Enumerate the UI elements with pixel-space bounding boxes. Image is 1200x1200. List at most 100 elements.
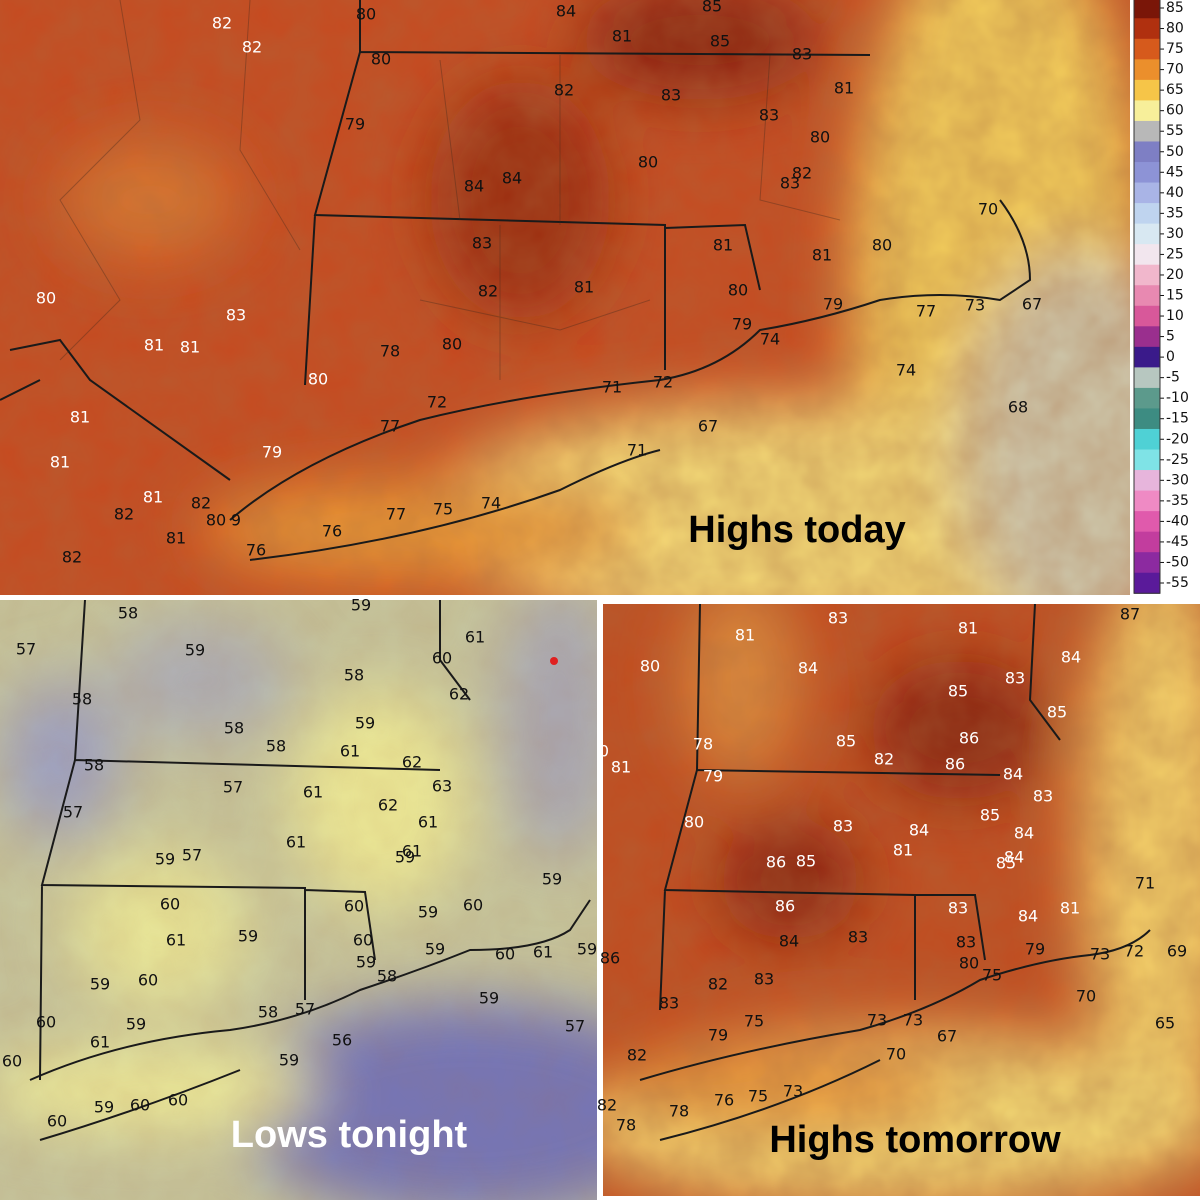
temperature-label: 83 — [661, 86, 681, 105]
temperature-label: 61 — [402, 842, 422, 861]
temperature-label: 82 — [792, 164, 812, 183]
colorbar-segment — [1134, 511, 1160, 533]
temperature-label: 85 — [836, 732, 856, 751]
temperature-label: 84 — [502, 169, 522, 188]
temperature-label: 62 — [378, 796, 398, 815]
temperature-label: 82 — [242, 38, 262, 57]
panel-title: Highs today — [688, 509, 905, 551]
colorbar-tick-label: -25 — [1166, 452, 1189, 468]
colorbar-segment — [1134, 141, 1160, 163]
temperature-label: 67 — [937, 1027, 957, 1046]
temperature-label: 73 — [783, 1082, 803, 1101]
temperature-label: 81 — [50, 453, 70, 472]
temperature-label: 79 — [345, 115, 365, 134]
temperature-label: 79 — [708, 1026, 728, 1045]
temperature-label: 57 — [565, 1017, 585, 1036]
temperature-label: 61 — [340, 742, 360, 761]
colorbar-tick-label: -20 — [1166, 431, 1189, 447]
colorbar-tick-label: 20 — [1166, 267, 1184, 283]
temperature-label: 70 — [978, 200, 998, 219]
temperature-label: 71 — [602, 378, 622, 397]
temperature-label: 83 — [948, 899, 968, 918]
colorbar-segment — [1134, 120, 1160, 142]
temperature-label: 68 — [1008, 398, 1028, 417]
temperature-label: 79 — [1025, 940, 1045, 959]
temperature-label: 82 — [597, 1096, 617, 1115]
temperature-label: 62 — [402, 753, 422, 772]
colorbar-tick-label: 25 — [1166, 246, 1184, 262]
panel-lows-tonight — [0, 600, 597, 1200]
colorbar-segment — [1134, 408, 1160, 430]
colorbar-segment — [1134, 367, 1160, 389]
temperature-label: 60 — [432, 649, 452, 668]
colorbar-segment — [1134, 552, 1160, 574]
temperature-label: 76 — [322, 522, 342, 541]
temperature-label: 67 — [698, 417, 718, 436]
temperature-label: 80 — [442, 335, 462, 354]
temperature-label: 82 — [874, 750, 894, 769]
colorbar-segment — [1134, 182, 1160, 204]
temperature-label: 60 — [130, 1096, 150, 1115]
temperature-label: 83 — [759, 106, 779, 125]
colorbar-tick-label: 80 — [1166, 21, 1184, 37]
colorbar-segment — [1134, 428, 1160, 451]
temperature-label: 59 — [155, 850, 175, 869]
colorbar-tick-label: -55 — [1166, 575, 1189, 591]
colorbar-tick-label: 50 — [1166, 144, 1184, 160]
temperature-label: 80 — [728, 281, 748, 300]
temperature-label: 85 — [996, 854, 1016, 873]
colorbar-tick-label: -15 — [1166, 411, 1189, 427]
temperature-label: 59 — [355, 714, 375, 733]
temperature-label: 86 — [600, 949, 620, 968]
temperature-label: 61 — [90, 1033, 110, 1052]
temperature-label: 58 — [266, 737, 286, 756]
colorbar-segment — [1134, 470, 1160, 492]
temperature-label: 65 — [1155, 1014, 1175, 1033]
marker-dot — [550, 657, 558, 665]
temperature-label: 80 — [206, 511, 226, 530]
temperature-label: 76 — [246, 541, 266, 560]
temperature-label: 73 — [1090, 945, 1110, 964]
colorbar-tick-label: 15 — [1166, 288, 1184, 304]
temperature-label: 61 — [418, 813, 438, 832]
temperature-label: 81 — [611, 758, 631, 777]
temperature-label: 83 — [754, 970, 774, 989]
temperature-label: 80 — [371, 50, 391, 69]
temperature-label: 60 — [36, 1013, 56, 1032]
temperature-label: 82 — [554, 81, 574, 100]
temperature-label: 57 — [182, 846, 202, 865]
temperature-label: 67 — [1022, 295, 1042, 314]
temperature-label: 84 — [556, 2, 576, 21]
panel-title: Highs tomorrow — [769, 1119, 1061, 1161]
panel-highs-today — [0, 0, 1130, 595]
temperature-label: 71 — [1135, 874, 1155, 893]
temperature-label: 59 — [126, 1015, 146, 1034]
colorbar-segment — [1134, 264, 1160, 286]
colorbar-tick-label: 10 — [1166, 308, 1184, 324]
temperature-label: 75 — [982, 966, 1002, 985]
temperature-label: 81 — [713, 236, 733, 255]
temperature-label: 77 — [380, 417, 400, 436]
colorbar-tick-label: 30 — [1166, 226, 1184, 242]
temperature-label: 83 — [848, 928, 868, 947]
temperature-label: 0 — [599, 742, 609, 761]
colorbar-tick-label: 35 — [1166, 205, 1184, 221]
temperature-label: 60 — [2, 1052, 22, 1071]
colorbar-segment — [1134, 203, 1160, 225]
temperature-label: 82 — [627, 1046, 647, 1065]
temperature-label: 57 — [63, 803, 83, 822]
temperature-label: 75 — [744, 1012, 764, 1031]
temperature-label: 57 — [223, 778, 243, 797]
colorbar-tick-label: -40 — [1166, 513, 1189, 529]
temperature-label: 83 — [956, 933, 976, 952]
temperature-label: 72 — [653, 373, 673, 392]
temperature-label: 78 — [693, 735, 713, 754]
temperature-label: 61 — [286, 833, 306, 852]
colorbar-segment — [1134, 346, 1160, 368]
colorbar-segment — [1134, 305, 1160, 327]
temperature-label: 81 — [143, 488, 163, 507]
temperature-label: 59 — [479, 989, 499, 1008]
temperature-label: 60 — [138, 971, 158, 990]
temperature-label: 85 — [796, 852, 816, 871]
temperature-label: 80 — [638, 153, 658, 172]
